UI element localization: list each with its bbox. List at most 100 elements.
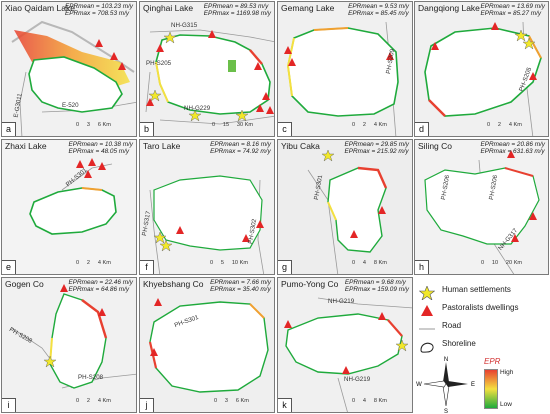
panel-letter: i	[2, 398, 16, 412]
dwelling-marker	[342, 366, 350, 374]
dwelling-marker	[262, 92, 270, 100]
scale-bar: 0 5 10 Km	[210, 260, 248, 266]
road-line-icon	[419, 328, 435, 330]
dwelling-marker	[491, 22, 499, 30]
epr-values: EPRmean = 22.46 m/y EPRmax = 64.86 m/y	[68, 279, 133, 294]
dwelling-marker	[288, 58, 296, 66]
panel-title: Pumo-Yong Co	[281, 279, 339, 289]
dwelling-marker	[529, 72, 537, 80]
dwelling-marker	[242, 234, 250, 242]
shoreline-c	[287, 27, 399, 117]
dwelling-marker	[146, 98, 154, 106]
panel-title: Taro Lake	[143, 141, 181, 151]
map-e	[29, 158, 117, 235]
epr-values: EPRmean = 7.66 m/y EPRmax = 35.40 m/y	[210, 279, 271, 294]
road-label: NH-G219	[328, 298, 355, 305]
settlement-marker	[395, 339, 409, 352]
dwelling-marker	[208, 30, 216, 38]
dwelling-marker	[88, 158, 96, 166]
road-label: NH-G229	[184, 105, 211, 112]
scale-bar: 0 2 4 Km	[76, 260, 111, 266]
map-c	[284, 21, 399, 136]
epr-high-label: High	[500, 369, 514, 376]
settlement-marker	[43, 355, 57, 368]
dwelling-marker	[256, 220, 264, 228]
epr-values: EPRmean = 9.68 m/y EPRmax = 159.09 m/y	[344, 279, 409, 294]
map-b	[145, 29, 274, 125]
dwelling-marker	[256, 104, 264, 112]
epr-values: EPRmean = 103.23 m/y EPRmax = 708.53 m/y	[64, 3, 133, 18]
map-j	[148, 298, 269, 393]
panel-letter: j	[140, 398, 154, 412]
panel-b: Qinghai Lake EPRmean = 89.53 m/y EPRmax =…	[139, 1, 275, 137]
panel-letter: k	[278, 398, 292, 412]
scale-bar: 0 15 30 Km	[212, 122, 254, 128]
epr-values: EPRmean = 29.85 m/y EPRmax = 215.92 m/y	[344, 141, 409, 156]
road-label: NH-G315	[171, 22, 198, 29]
dwelling-marker	[176, 226, 184, 234]
panel-a: Xiao Qaidam Lake EPRmean = 103.23 m/y EPR…	[1, 1, 137, 137]
scale-bar: 0 2 4 Km	[352, 122, 387, 128]
map-f	[149, 175, 265, 274]
dwelling-marker	[529, 212, 537, 220]
settlement-marker	[148, 89, 162, 102]
scale-bar: 0 2 4 Km	[76, 398, 111, 404]
legend: Human settlements Pastoralists dwellings…	[416, 279, 550, 414]
panel-title: Zhaxi Lake	[5, 141, 47, 151]
shoreline-j	[149, 301, 269, 393]
dwelling-marker	[95, 39, 103, 47]
compass-icon: N E S W	[416, 357, 475, 414]
panel-letter: d	[415, 122, 429, 136]
panel-letter: h	[415, 260, 429, 274]
panel-g: Yibu Caka EPRmean = 29.85 m/y EPRmax = 21…	[277, 139, 413, 275]
scale-bar: 0 4 8 Km	[352, 260, 387, 266]
settlement-marker	[163, 31, 177, 44]
compass-n: N	[444, 357, 448, 363]
epr-values: EPRmean = 13.69 m/y EPRmax = 85.27 m/y	[480, 3, 545, 18]
settlement-marker	[188, 109, 202, 122]
dwelling-marker	[84, 170, 92, 178]
panel-letter: c	[278, 122, 292, 136]
dwelling-marker	[386, 52, 394, 60]
dwelling-marker	[284, 320, 292, 328]
shoreline-g	[327, 167, 387, 253]
dwelling-marker	[254, 62, 262, 70]
dwelling-marker	[98, 162, 106, 170]
panel-e: Zhaxi Lake EPRmean = 10.38 m/y EPRmax = 4…	[1, 139, 137, 275]
compass-e: E	[471, 382, 475, 388]
dwelling-marker	[266, 106, 274, 114]
dwelling-marker	[378, 312, 386, 320]
star-icon	[419, 286, 435, 300]
settlement-marker	[321, 149, 335, 162]
settlement-marker	[235, 109, 249, 122]
shoreline-h	[424, 167, 540, 245]
dwelling-marker	[431, 42, 439, 50]
shoreline-icon	[420, 342, 434, 353]
dwelling-marker	[76, 160, 84, 168]
shoreline-d	[424, 27, 542, 117]
epr-values: EPRmean = 20.86 m/y EPRmax = 631.63 m/y	[480, 141, 545, 156]
triangle-icon	[421, 305, 433, 316]
epr-legend-title: EPR	[484, 357, 501, 366]
shoreline-a	[28, 56, 123, 113]
shoreline-b	[155, 34, 271, 115]
map-k	[284, 297, 412, 412]
epr-values: EPRmean = 10.38 m/y EPRmax = 48.05 m/y	[68, 141, 133, 156]
dwelling-marker	[378, 206, 386, 214]
panel-d: Dangqiong Lake EPRmean = 13.69 m/y EPRmax…	[414, 1, 549, 137]
panel-c: Gemang Lake EPRmean = 9.53 m/y EPRmax = 8…	[277, 1, 413, 137]
panel-title: Gemang Lake	[281, 3, 335, 13]
shoreline-e	[29, 187, 117, 235]
panel-title: Gogen Co	[5, 279, 44, 289]
epr-color-ramp	[484, 369, 498, 409]
scale-bar: 0 3 6 Km	[214, 398, 249, 404]
scale-bar: 0 2 4 Km	[487, 122, 522, 128]
settlement-marker	[153, 231, 167, 244]
settlement-marker	[514, 29, 528, 42]
panel-title: Khyebshang Co	[143, 279, 204, 289]
shoreline-k	[285, 313, 403, 375]
panel-title: Yibu Caka	[281, 141, 320, 151]
settlement-marker	[522, 37, 536, 50]
dwelling-marker	[118, 62, 126, 70]
